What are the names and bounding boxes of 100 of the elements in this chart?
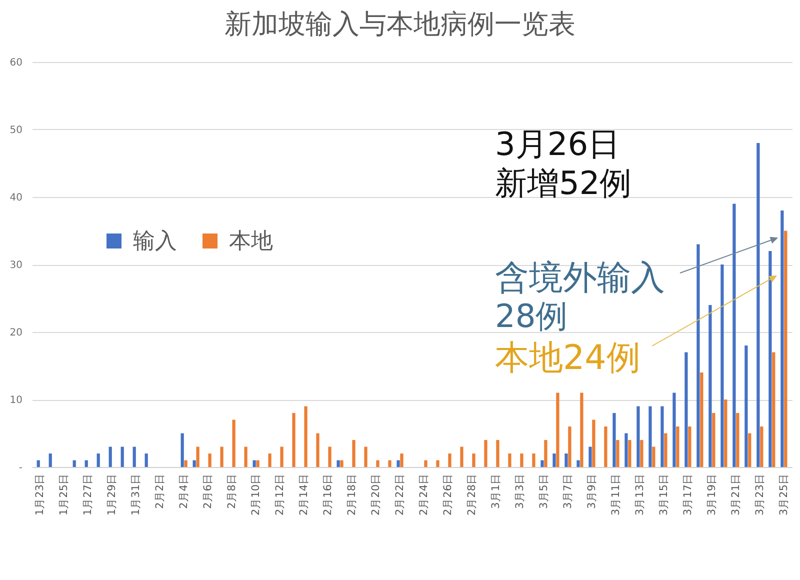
x-tick-label: 3月3日 xyxy=(514,474,526,509)
annotation: 28例 xyxy=(495,297,568,335)
bar xyxy=(192,460,196,467)
bar xyxy=(436,460,440,467)
x-tick-label: 1月25日 xyxy=(58,474,70,516)
x-tick-label: 2月18日 xyxy=(346,474,358,516)
bar xyxy=(580,392,584,467)
x-tick-label: 2月2日 xyxy=(154,474,166,509)
bar xyxy=(612,413,616,467)
bar xyxy=(628,440,632,467)
y-tick-label: 10 xyxy=(10,395,22,406)
x-tick-label: 2月4日 xyxy=(178,474,190,509)
bar xyxy=(696,244,700,467)
bar xyxy=(640,440,644,467)
annotation: 3月26日 xyxy=(495,125,620,163)
bar xyxy=(304,406,308,467)
bar xyxy=(220,446,224,467)
bar xyxy=(328,446,332,467)
bar xyxy=(712,413,716,467)
legend-label: 本地 xyxy=(229,229,273,254)
bar xyxy=(352,440,356,467)
bar xyxy=(772,352,776,467)
bar xyxy=(48,454,52,467)
y-tick-label: 60 xyxy=(10,58,22,68)
bar xyxy=(400,454,404,467)
annotation: 新增52例 xyxy=(495,164,632,202)
bar xyxy=(780,210,784,467)
bar xyxy=(552,454,556,467)
bar xyxy=(732,204,736,467)
bar xyxy=(544,440,548,467)
bar xyxy=(672,392,676,467)
bar xyxy=(340,460,344,467)
x-tick-label: 3月5日 xyxy=(538,474,550,509)
bar xyxy=(540,460,544,467)
bar xyxy=(664,433,668,467)
bar xyxy=(472,454,476,467)
bar xyxy=(592,420,596,467)
x-tick-label: 2月8日 xyxy=(226,474,238,509)
bar xyxy=(588,446,592,467)
legend-label: 输入 xyxy=(133,229,177,254)
x-tick-label: 3月13日 xyxy=(634,474,646,516)
x-tick-label: 2月12日 xyxy=(274,474,286,516)
y-tick-label: 30 xyxy=(10,260,22,271)
bar xyxy=(660,406,664,467)
x-tick-label: 3月15日 xyxy=(658,474,670,516)
x-tick-label: 2月14日 xyxy=(298,474,310,516)
bar xyxy=(36,460,40,467)
annotation: 本地24例 xyxy=(495,338,640,378)
bar xyxy=(396,460,400,467)
bar xyxy=(252,460,256,467)
bar xyxy=(244,446,248,467)
bar xyxy=(556,392,560,467)
bar xyxy=(616,440,620,467)
bar xyxy=(316,433,320,467)
bar xyxy=(72,460,76,467)
bar xyxy=(708,305,712,467)
x-tick-label: 1月23日 xyxy=(34,474,46,516)
bar xyxy=(196,446,200,467)
bar xyxy=(720,264,724,467)
bar xyxy=(84,460,88,467)
bar xyxy=(676,426,680,467)
bar xyxy=(484,440,488,467)
bar xyxy=(736,413,740,467)
annotation: 含境外输入 xyxy=(495,258,665,298)
x-tick-label: 3月11日 xyxy=(610,474,622,516)
bar xyxy=(576,460,580,467)
x-tick-label: 3月7日 xyxy=(562,474,574,509)
x-tick-label: 3月19日 xyxy=(706,474,718,516)
x-tick-label: 1月31日 xyxy=(130,474,142,516)
x-tick-label: 2月28日 xyxy=(466,474,478,516)
bar xyxy=(120,446,124,467)
y-tick-label: 50 xyxy=(10,125,22,136)
bar xyxy=(424,460,428,467)
y-tick-label: - xyxy=(18,462,23,474)
bar xyxy=(336,460,340,467)
bar xyxy=(108,446,112,467)
bar xyxy=(520,454,524,467)
x-tick-label: 2月22日 xyxy=(394,474,406,516)
x-tick-label: 3月25日 xyxy=(778,474,790,516)
bar xyxy=(508,454,512,467)
x-tick-label: 2月24日 xyxy=(418,474,430,516)
bar xyxy=(448,454,452,467)
x-tick-label: 3月1日 xyxy=(490,474,502,509)
bar xyxy=(688,426,692,467)
bar xyxy=(624,433,628,467)
bar xyxy=(132,446,136,467)
bar xyxy=(256,460,260,467)
bar xyxy=(144,454,148,467)
x-tick-label: 3月9日 xyxy=(586,474,598,509)
bar xyxy=(652,446,656,467)
x-tick-label: 2月16日 xyxy=(322,474,334,516)
chart-title: 新加坡输入与本地病例一览表 xyxy=(224,9,576,40)
y-tick-label: 20 xyxy=(10,328,22,338)
bar xyxy=(700,372,704,467)
bar xyxy=(96,454,100,467)
x-tick-label: 3月23日 xyxy=(754,474,766,516)
bar xyxy=(748,433,752,467)
bar xyxy=(568,426,572,467)
bar xyxy=(744,346,748,467)
x-tick-label: 2月26日 xyxy=(442,474,454,516)
